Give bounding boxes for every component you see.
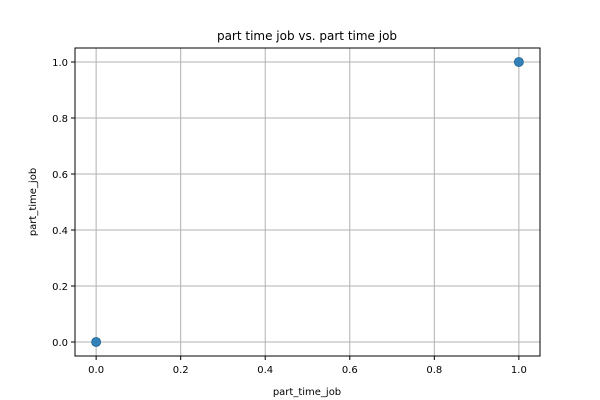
x-tick-label: 0.4	[257, 365, 273, 376]
x-axis-label: part_time_job	[273, 387, 341, 398]
y-tick-label: 0.2	[52, 282, 68, 293]
x-tick-label: 1.0	[511, 365, 527, 376]
x-tick-label: 0.6	[342, 365, 358, 376]
y-tick-label: 0.0	[52, 338, 68, 349]
y-tick-label: 0.4	[52, 226, 68, 237]
y-axis-label: part_time_job	[28, 168, 39, 236]
scatter-point	[91, 337, 102, 347]
y-tick-label: 0.6	[52, 170, 68, 181]
grid-lines	[75, 48, 540, 356]
y-tick-label: 0.8	[52, 114, 68, 125]
x-tick-label: 0.2	[173, 365, 189, 376]
x-axis-ticks: 0.0 0.2 0.4 0.6 0.8 1.0	[88, 356, 527, 376]
y-tick-label: 1.0	[52, 58, 68, 69]
y-axis-ticks: 0.0 0.2 0.4 0.6 0.8 1.0	[52, 58, 75, 349]
x-tick-label: 0.0	[88, 365, 104, 376]
data-points	[91, 57, 524, 347]
chart-title: part time job vs. part time job	[217, 29, 397, 43]
x-tick-label: 0.8	[426, 365, 442, 376]
scatter-point	[513, 57, 524, 67]
plot-area-frame	[74, 47, 541, 357]
